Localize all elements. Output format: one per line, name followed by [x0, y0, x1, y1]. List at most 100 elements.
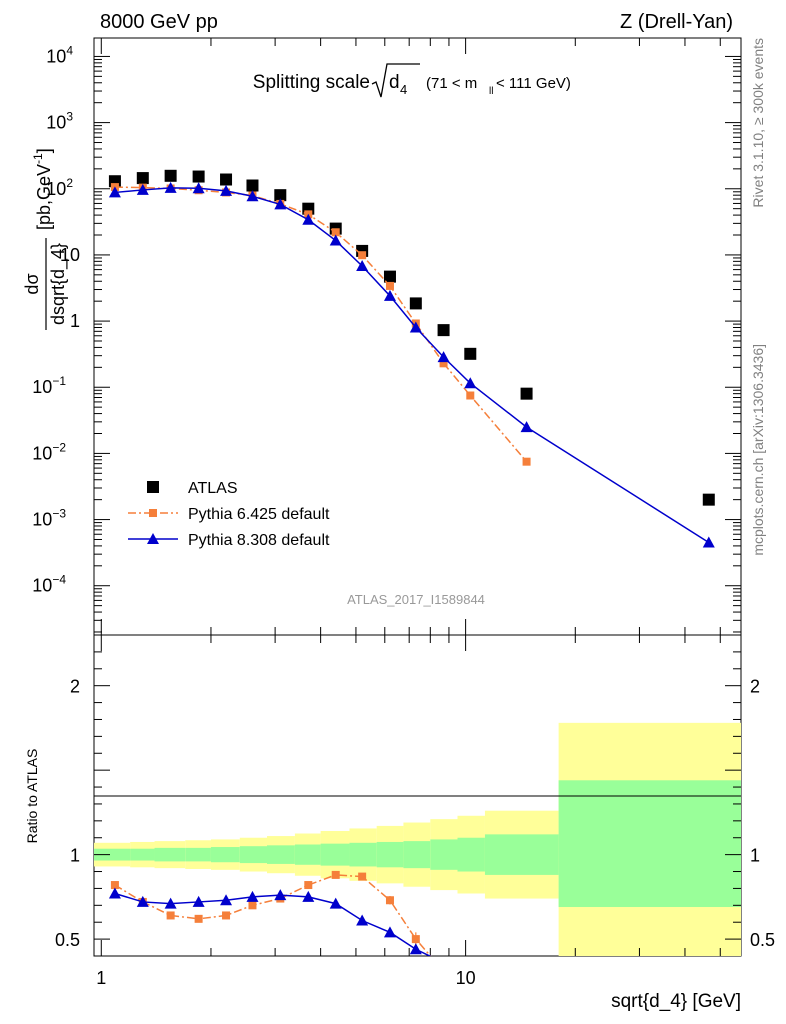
point-pythia8: [520, 421, 533, 433]
ratio-series-layer: [108, 870, 715, 1012]
point-data: [356, 244, 369, 257]
point-pythia8: [246, 190, 259, 202]
ratio-point-pythia6: [248, 901, 257, 910]
y-tick-label: 103: [46, 110, 73, 133]
legend-marker-pythia6: [149, 509, 157, 517]
x-tick-label: 1: [96, 968, 106, 988]
ratio-point-pythia6: [222, 911, 231, 920]
point-pythia6: [439, 359, 448, 368]
y-label-den: dsqrt{d_4}: [48, 243, 69, 325]
header-left: 8000 GeV pp: [100, 11, 218, 33]
band-inner-bin: [403, 841, 431, 869]
point-pythia8: [409, 321, 422, 333]
point-pythia6: [385, 281, 394, 290]
ratio-point-pythia6: [385, 896, 394, 905]
source-label: mcplots.cern.ch [arXiv:1306.3436]: [750, 344, 766, 556]
point-pythia8: [356, 260, 369, 272]
band-inner-bin: [185, 847, 211, 862]
ratio-y-tick-label: 1: [750, 846, 760, 866]
band-inner-bin: [294, 844, 321, 865]
point-pythia8: [220, 184, 233, 196]
point-data: [246, 179, 259, 192]
y-tick-label: 10−4: [32, 573, 66, 596]
y-tick-label: 104: [46, 43, 73, 66]
ratio-point-pythia8: [409, 943, 422, 955]
ratio-point-pythia6: [110, 881, 119, 890]
title-main: Splitting scale: [253, 72, 370, 93]
band-inner-bin: [349, 842, 377, 867]
legend-label-pythia6: Pythia 6.425 default: [188, 506, 330, 523]
point-pythia8: [164, 181, 177, 193]
analysis-watermark: ATLAS_2017_I1589844: [347, 592, 485, 607]
band-inner-bin: [154, 847, 186, 862]
header-right: Z (Drell-Yan): [620, 11, 733, 33]
point-pythia6: [522, 457, 531, 466]
ratio-point-pythia8: [356, 914, 369, 926]
point-data: [702, 493, 715, 506]
legend-label-pythia8: Pythia 8.308 default: [188, 532, 330, 549]
point-pythia8: [274, 198, 287, 210]
y-label-units: [pb,GeV-1]: [31, 148, 54, 230]
ratio-point-pythia8: [246, 890, 259, 902]
band-inner-bin: [558, 780, 741, 908]
band-inner-bin: [239, 846, 267, 864]
y-tick-label: 10−1: [32, 374, 66, 397]
point-data: [274, 189, 287, 202]
ratio-point-pythia6: [194, 914, 203, 923]
ratio-point-pythia6: [166, 911, 175, 920]
band-inner-bin: [376, 841, 404, 868]
ratio-point-pythia8: [274, 889, 287, 901]
title-range-sub: ll: [489, 86, 493, 97]
point-pythia8: [464, 377, 477, 389]
ratio-point-pythia8: [302, 890, 315, 902]
y-tick-label: 10−3: [32, 507, 66, 530]
band-inner-bin: [210, 847, 240, 863]
point-data: [464, 347, 477, 360]
point-data: [164, 169, 177, 182]
point-data: [136, 172, 149, 185]
title-symbol: d: [389, 72, 400, 93]
title-range-post: < 111 GeV): [496, 75, 571, 92]
point-data: [192, 170, 205, 183]
band-inner-bin: [320, 843, 350, 866]
legend-label-data: ATLAS: [188, 480, 238, 497]
ratio-y-tick-label: 1: [70, 846, 80, 866]
ratio-point-pythia6: [358, 872, 367, 881]
ratio-point-pythia6: [411, 935, 420, 944]
point-data: [520, 387, 533, 400]
x-tick-label: 10: [456, 968, 476, 988]
ratio-point-pythia6: [304, 881, 313, 890]
ratio-point-pythia6: [440, 967, 448, 975]
legend-marker-data: [147, 481, 159, 493]
legend-marker-pythia8: [147, 533, 159, 544]
point-pythia8: [302, 213, 315, 225]
ratio-point-pythia8: [703, 979, 715, 990]
uncertainty-band: [94, 722, 741, 956]
ratio-point-pythia6: [331, 870, 340, 879]
band-inner-bin: [484, 834, 559, 875]
ratio-point-pythia8: [521, 967, 533, 978]
point-data: [220, 173, 233, 186]
band-inner-bin: [457, 837, 485, 872]
point-pythia6: [331, 228, 340, 237]
ratio-point-pythia6: [523, 1004, 531, 1012]
point-pythia8: [383, 289, 396, 301]
series-line-pythia8: [114, 187, 710, 544]
band-inner-bin: [266, 845, 295, 864]
x-axis-label: sqrt{d_4} [GeV]: [611, 991, 741, 1012]
band-inner-bin: [430, 839, 458, 870]
point-data: [383, 270, 396, 283]
ratio-point-pythia8: [220, 894, 233, 906]
sqrt-sign: [371, 63, 420, 98]
ratio-y-tick-label: 0.5: [55, 930, 80, 950]
y-tick-label: 1: [70, 311, 80, 331]
ratio-y-tick-label: 2: [750, 677, 760, 697]
ratio-point-pythia8: [164, 897, 177, 909]
ratio-point-pythia8: [108, 887, 121, 899]
point-pythia8: [136, 183, 149, 195]
ratio-line-pythia8: [114, 892, 432, 956]
ratio-y-tick-label: 2: [70, 677, 80, 697]
ratio-point-pythia8: [438, 957, 450, 968]
ratio-line-pythia6: [114, 874, 432, 956]
